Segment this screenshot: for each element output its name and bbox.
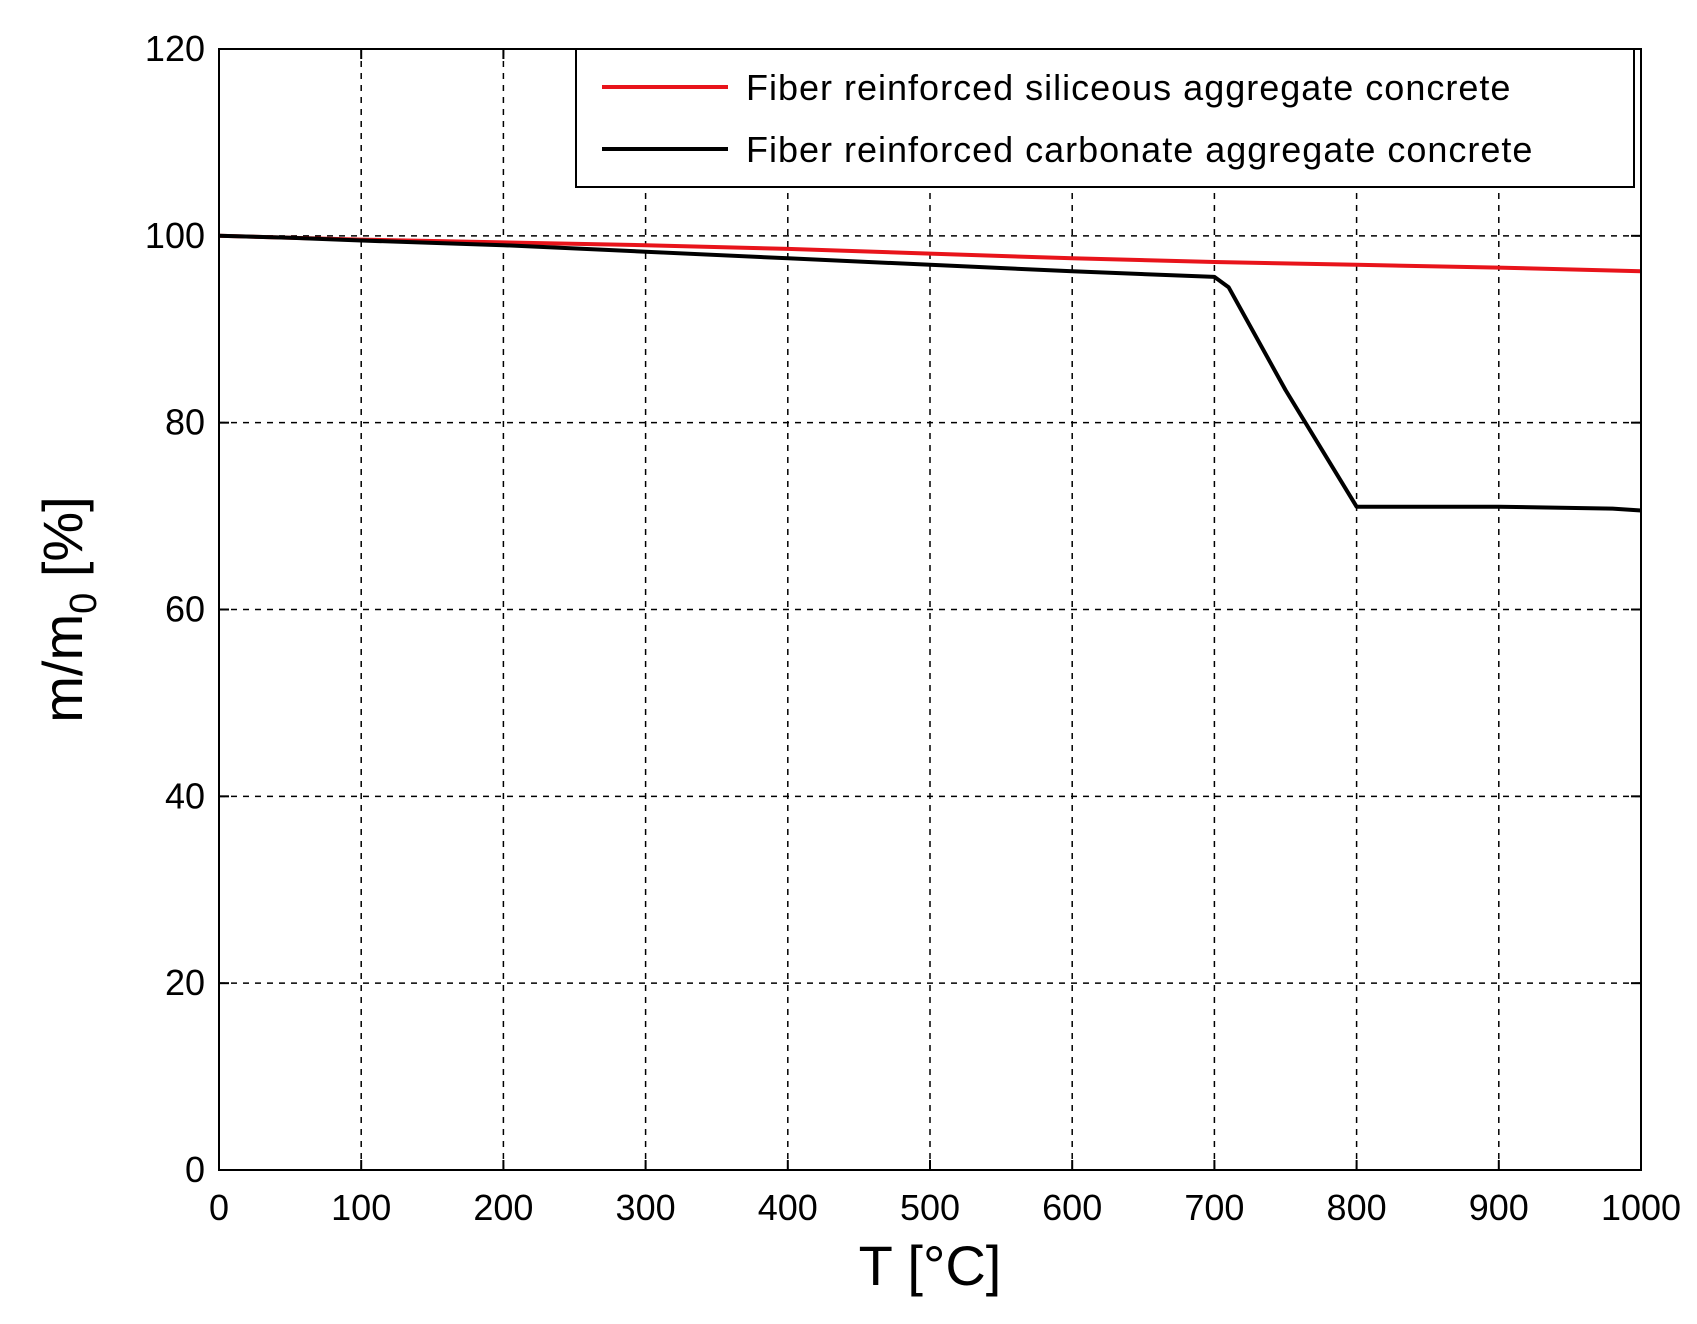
- y-axis-label: m/m0 [%]: [31, 496, 105, 722]
- y-tick-label: 0: [185, 1149, 205, 1190]
- legend-entry-siliceous: Fiber reinforced siliceous aggregate con…: [746, 67, 1511, 108]
- legend: Fiber reinforced siliceous aggregate con…: [575, 48, 1635, 188]
- y-axis-label-main: m/m: [31, 614, 94, 723]
- x-tick-label: 700: [1184, 1187, 1244, 1228]
- y-tick-label: 120: [145, 28, 205, 69]
- y-tick-label: 100: [145, 215, 205, 256]
- y-tick-label: 40: [165, 775, 205, 816]
- x-axis-label: T [°C]: [859, 1234, 1002, 1297]
- x-tick-label: 900: [1469, 1187, 1529, 1228]
- y-tick-label: 80: [165, 402, 205, 443]
- y-tick-label: 60: [165, 589, 205, 630]
- y-axis-label-unit: [%]: [31, 496, 94, 592]
- x-tick-label: 300: [616, 1187, 676, 1228]
- grid: [219, 49, 1641, 1170]
- x-tick-label: 400: [758, 1187, 818, 1228]
- series-line-carbonate: [218, 233, 1642, 513]
- series-layer: [218, 233, 1642, 513]
- x-tick-label: 200: [473, 1187, 533, 1228]
- x-tick-label: 100: [331, 1187, 391, 1228]
- x-tick-label: 1000: [1601, 1187, 1681, 1228]
- tick-labels: 0 100 200 300 400 500 600 700 800 900 1000 0 20 40 60 8…: [145, 28, 1681, 1228]
- legend-entry-carbonate: Fiber reinforced carbonate aggregate con…: [746, 129, 1533, 170]
- legend-box: [575, 48, 1635, 188]
- x-tick-label: 600: [1042, 1187, 1102, 1228]
- x-tick-label: 500: [900, 1187, 960, 1228]
- y-axis-label-subscript: 0: [63, 593, 105, 614]
- y-tick-label: 20: [165, 962, 205, 1003]
- x-tick-label: 0: [209, 1187, 229, 1228]
- x-tick-label: 800: [1327, 1187, 1387, 1228]
